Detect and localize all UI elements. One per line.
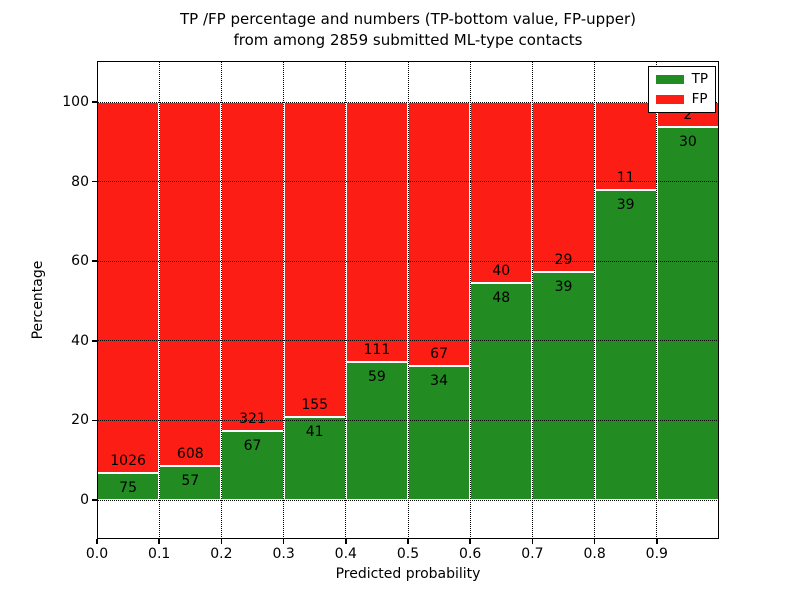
x-tick-label: 0.6 <box>459 546 482 562</box>
x-tick-label: 0.4 <box>334 546 357 562</box>
bar-segment-tp <box>408 366 471 500</box>
plot-area: TP FP 1026 75 608 57 321 67 155 41 111 59 67 34 40 48… <box>97 61 719 539</box>
bar-segment-fp <box>283 102 346 417</box>
v-gridline <box>220 61 222 539</box>
x-tick-mark <box>345 539 347 544</box>
v-gridline <box>594 61 596 539</box>
fp-count-label: 67 <box>430 346 449 363</box>
bar-segment-tp <box>345 361 408 500</box>
legend-item-tp: TP <box>655 71 708 87</box>
y-tick-mark <box>92 101 97 103</box>
bar-segment-tp <box>532 271 595 500</box>
y-tick-label: 60 <box>71 253 89 270</box>
y-tick-label: 80 <box>71 173 89 190</box>
v-gridline <box>531 61 533 539</box>
y-tick-label: 0 <box>80 492 89 508</box>
bar-segment-tp <box>159 465 222 500</box>
bar-segment-fp <box>221 102 284 432</box>
chart-title: TP /FP percentage and numbers (TP-bottom… <box>97 9 719 51</box>
v-gridline <box>469 61 471 539</box>
x-tick-mark <box>220 539 223 544</box>
tp-count-label: 48 <box>492 290 511 307</box>
legend: TP FP <box>647 66 716 113</box>
legend-label-tp: TP <box>691 71 708 87</box>
y-tick-label: 100 <box>62 94 89 110</box>
tp-count-label: 57 <box>181 473 200 489</box>
x-tick-mark <box>469 539 471 544</box>
chart-title-line1: TP /FP percentage and numbers (TP-bottom… <box>180 10 636 28</box>
fp-count-label: 608 <box>176 445 204 462</box>
fp-count-label: 2 <box>683 106 693 123</box>
bar-segment-tp <box>470 282 533 500</box>
legend-swatch-fp <box>655 94 684 104</box>
x-tick-mark <box>407 539 409 544</box>
x-tick-label: 0.1 <box>148 546 171 562</box>
y-tick-mark <box>92 499 97 501</box>
tp-count-label: 34 <box>430 373 449 390</box>
bar-segment-tp <box>221 431 284 500</box>
x-tick-mark <box>158 539 160 544</box>
bar-segment-fp <box>408 102 471 367</box>
v-gridline <box>656 61 658 539</box>
x-tick-mark <box>531 539 534 544</box>
fp-count-label: 29 <box>554 251 573 268</box>
v-gridline <box>158 61 160 539</box>
y-tick-mark <box>92 419 97 422</box>
y-tick-label: 20 <box>71 412 89 429</box>
tp-count-label: 67 <box>243 438 262 455</box>
x-tick-mark <box>282 539 285 544</box>
legend-label-fp: FP <box>691 90 708 107</box>
x-tick-label: 0.8 <box>583 546 606 562</box>
x-tick-label: 0.7 <box>521 546 544 562</box>
y-tick-label: 40 <box>71 332 89 349</box>
bar-segment-fp <box>470 102 533 283</box>
chart-title-line2: from among 2859 submitted ML-type contac… <box>233 31 583 49</box>
x-axis-label: Predicted probability <box>335 566 481 582</box>
tp-count-label: 39 <box>616 196 635 213</box>
bar-segment-tp <box>283 416 346 500</box>
bar-segment-fp <box>159 102 222 466</box>
y-tick-mark <box>92 180 97 183</box>
x-tick-label: 0.9 <box>645 546 668 562</box>
x-tick-label: 0.0 <box>85 546 109 562</box>
x-tick-label: 0.3 <box>272 546 295 562</box>
tp-count-label: 30 <box>678 133 697 150</box>
fp-count-label: 321 <box>239 411 266 428</box>
fp-count-label: 40 <box>492 262 511 279</box>
legend-item-fp: FP <box>655 90 708 107</box>
fp-count-label: 155 <box>301 396 329 413</box>
v-gridline <box>345 61 347 539</box>
tp-count-label: 41 <box>305 423 324 440</box>
fp-count-label: 1026 <box>110 452 146 469</box>
y-axis-label: Percentage <box>30 260 46 340</box>
tp-count-label: 75 <box>119 480 138 496</box>
bar-segment-fp <box>532 102 595 272</box>
x-tick-mark <box>96 539 98 544</box>
x-tick-label: 0.2 <box>210 546 233 562</box>
v-gridline <box>407 61 409 539</box>
x-tick-mark <box>593 539 596 544</box>
fp-count-label: 111 <box>363 341 391 358</box>
y-tick-mark <box>92 260 97 262</box>
bar-segment-fp <box>97 102 160 473</box>
fp-count-label: 11 <box>616 169 635 186</box>
y-tick-mark <box>92 340 97 342</box>
legend-swatch-tp <box>655 75 684 85</box>
bar-segment-fp <box>345 102 408 362</box>
bar-segment-tp <box>594 189 657 500</box>
v-gridline <box>283 61 285 539</box>
x-tick-label: 0.5 <box>396 546 420 562</box>
tp-count-label: 59 <box>367 368 386 385</box>
bar-segment-tp <box>656 126 719 500</box>
x-tick-mark <box>656 539 658 544</box>
tp-count-label: 39 <box>554 278 573 295</box>
